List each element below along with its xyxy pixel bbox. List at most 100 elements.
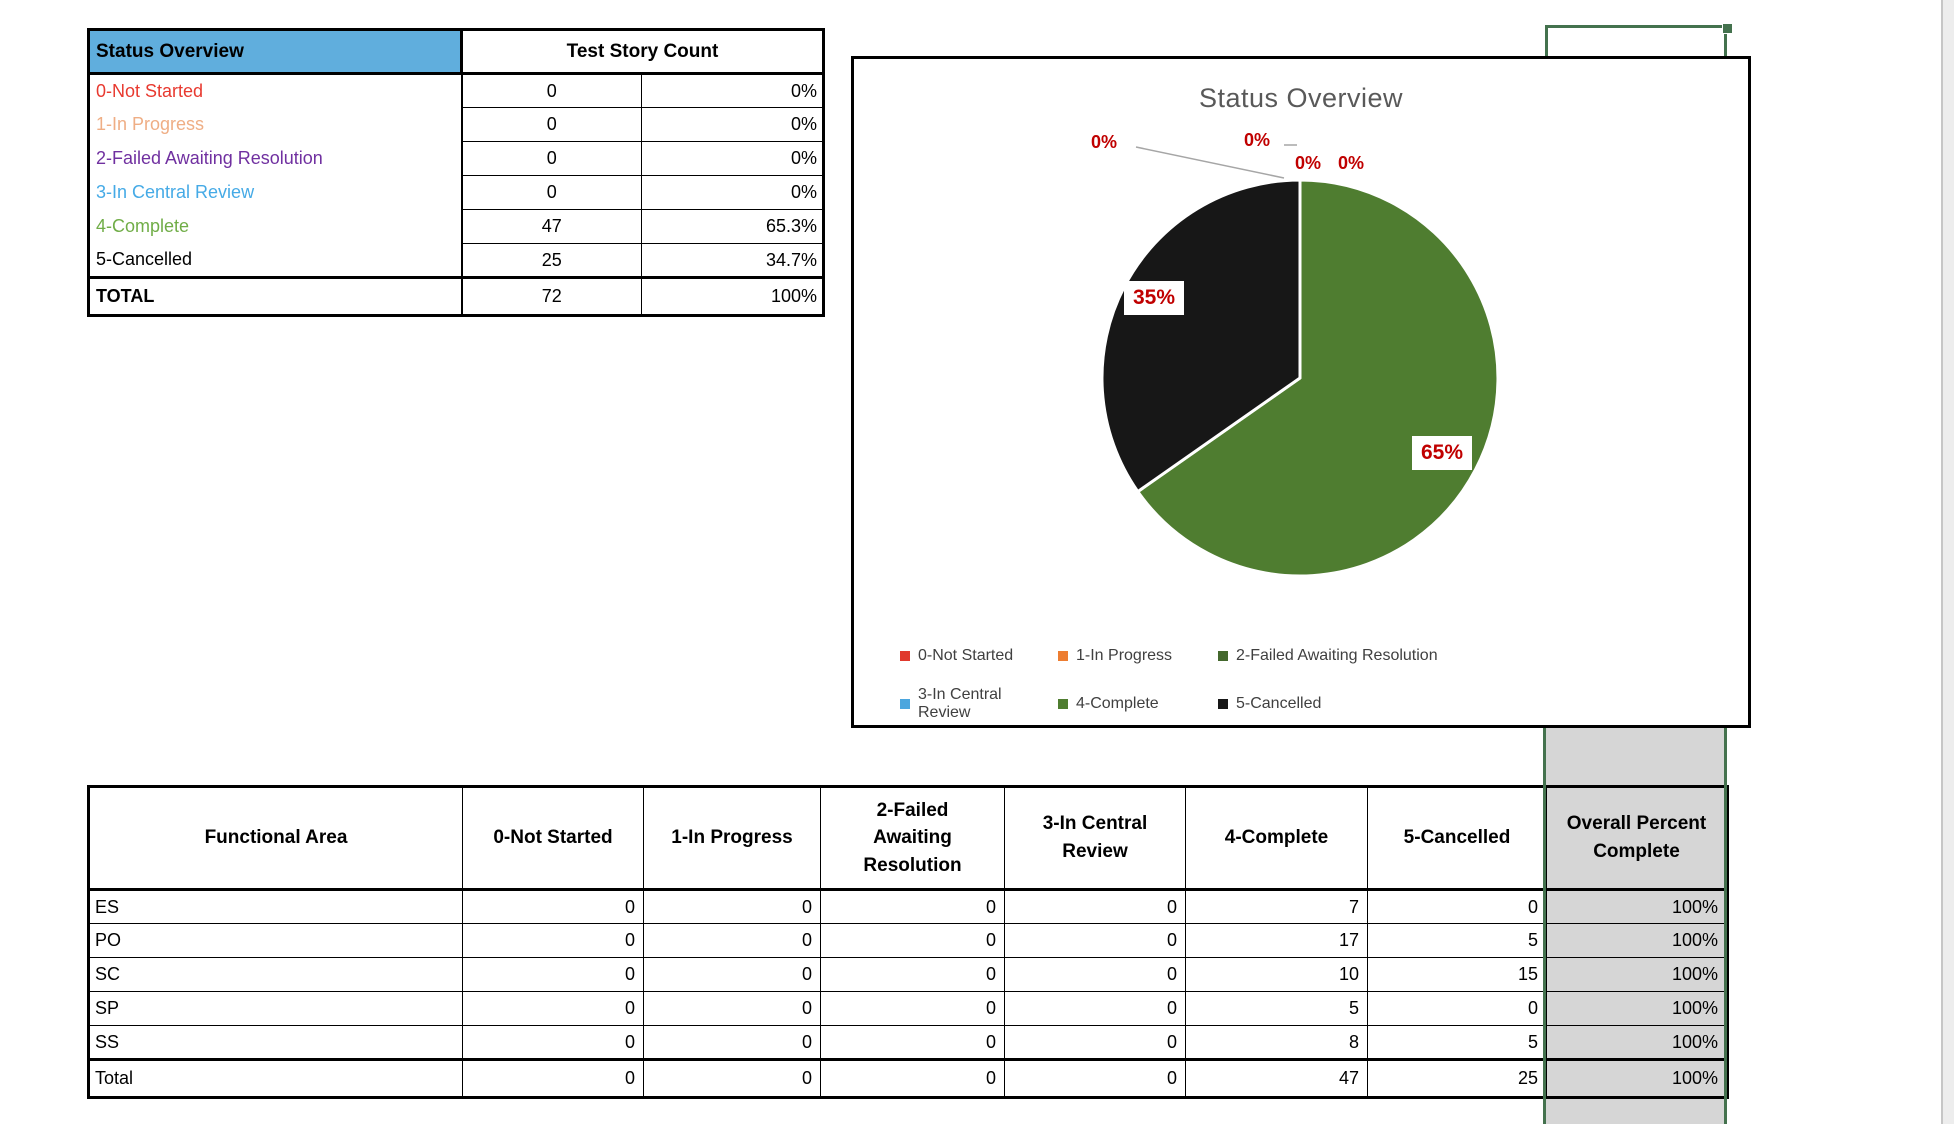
func-value-cell[interactable]: 5 — [1185, 991, 1368, 1026]
func-area-cell[interactable]: Total — [88, 1058, 463, 1099]
func-value-cell[interactable]: 0 — [1004, 1025, 1186, 1060]
func-value-cell[interactable]: 0 — [820, 889, 1005, 924]
func-value-cell[interactable]: 17 — [1185, 923, 1368, 958]
func-value-cell[interactable]: 0 — [820, 991, 1005, 1026]
status-overview-chart[interactable]: Status Overview 0% 0% 0% 0% 35% 65% 0-No… — [851, 56, 1751, 728]
func-overall-cell[interactable]: 100% — [1546, 923, 1728, 958]
chart-title[interactable]: Status Overview — [1198, 83, 1404, 113]
func-value-cell[interactable]: 0 — [1004, 957, 1186, 992]
status-label-cell[interactable]: 0-Not Started — [88, 73, 463, 108]
func-value-cell[interactable]: 0 — [462, 889, 644, 924]
func-overall-cell[interactable]: 100% — [1546, 991, 1728, 1026]
func-value-cell[interactable]: 0 — [643, 991, 821, 1026]
func-value-cell[interactable]: 5 — [1367, 1025, 1547, 1060]
status-pct-cell[interactable]: 65.3% — [641, 209, 824, 244]
func-header-0[interactable]: Functional Area — [88, 786, 463, 891]
legend-swatch-icon — [1218, 699, 1228, 709]
leader-line-0 — [1135, 146, 1285, 179]
func-value-cell[interactable]: 0 — [1004, 1058, 1186, 1099]
func-header-2[interactable]: 1-In Progress — [643, 786, 821, 891]
pie-chart-svg — [1100, 144, 1500, 578]
status-overview-table: Status Overview Test Story Count 0-Not S… — [87, 28, 825, 317]
status-pct-cell[interactable]: 0% — [641, 107, 824, 142]
func-header-6[interactable]: 5-Cancelled — [1367, 786, 1547, 891]
func-value-cell[interactable]: 0 — [820, 957, 1005, 992]
legend-item-1[interactable]: 1-In Progress — [1058, 647, 1218, 665]
legend-label: 4-Complete — [1076, 695, 1159, 712]
func-overall-cell[interactable]: 100% — [1546, 957, 1728, 992]
legend-item-5[interactable]: 5-Cancelled — [1218, 686, 1658, 722]
status-total-count-cell[interactable]: 72 — [461, 276, 642, 316]
status-count-cell[interactable]: 47 — [461, 209, 642, 244]
func-value-cell[interactable]: 0 — [820, 1025, 1005, 1060]
func-header-1[interactable]: 0-Not Started — [462, 786, 644, 891]
func-value-cell[interactable]: 0 — [462, 991, 644, 1026]
leader-lines — [1135, 144, 1297, 179]
status-total-pct-cell[interactable]: 100% — [641, 276, 824, 316]
func-value-cell[interactable]: 8 — [1185, 1025, 1368, 1060]
func-header-4[interactable]: 3-In Central Review — [1004, 786, 1186, 891]
active-cell[interactable] — [1545, 25, 1727, 61]
status-pct-cell[interactable]: 0% — [641, 175, 824, 210]
func-value-cell[interactable]: 47 — [1185, 1058, 1368, 1099]
legend-item-3[interactable]: 3-In Central Review — [900, 686, 1058, 722]
func-value-cell[interactable]: 0 — [1367, 991, 1547, 1026]
func-value-cell[interactable]: 25 — [1367, 1058, 1547, 1099]
func-value-cell[interactable]: 0 — [462, 1058, 644, 1099]
status-label-cell[interactable]: 5-Cancelled — [88, 243, 463, 278]
status-pct-cell[interactable]: 0% — [641, 141, 824, 176]
status-total-label-cell[interactable]: TOTAL — [88, 276, 463, 316]
func-value-cell[interactable]: 7 — [1185, 889, 1368, 924]
functional-table-body: ES 0 0 0 0 7 0 100% PO 0 0 0 0 17 5 100% SC 0 0 0 0 10 15 100% S… — [88, 889, 1728, 1099]
func-value-cell[interactable]: 0 — [820, 923, 1005, 958]
legend-item-4[interactable]: 4-Complete — [1058, 686, 1218, 722]
func-area-cell[interactable]: SP — [88, 991, 463, 1026]
func-header-5[interactable]: 4-Complete — [1185, 786, 1368, 891]
func-value-cell[interactable]: 0 — [1367, 889, 1547, 924]
vertical-scrollbar[interactable] — [1941, 0, 1954, 1124]
func-value-cell[interactable]: 0 — [643, 889, 821, 924]
legend-item-0[interactable]: 0-Not Started — [900, 647, 1058, 665]
func-value-cell[interactable]: 0 — [462, 923, 644, 958]
func-value-cell[interactable]: 0 — [643, 1058, 821, 1099]
func-value-cell[interactable]: 0 — [462, 957, 644, 992]
status-label-cell[interactable]: 4-Complete — [88, 209, 463, 244]
func-value-cell[interactable]: 0 — [1004, 991, 1186, 1026]
func-area-cell[interactable]: PO — [88, 923, 463, 958]
func-value-cell[interactable]: 15 — [1367, 957, 1547, 992]
func-value-cell[interactable]: 0 — [643, 923, 821, 958]
func-value-cell[interactable]: 5 — [1367, 923, 1547, 958]
func-value-cell[interactable]: 0 — [820, 1058, 1005, 1099]
legend-item-2[interactable]: 2-Failed Awaiting Resolution — [1218, 647, 1658, 665]
status-count-cell[interactable]: 0 — [461, 107, 642, 142]
func-value-cell[interactable]: 10 — [1185, 957, 1368, 992]
func-header-7[interactable]: Overall Percent Complete — [1546, 786, 1728, 891]
status-count-cell[interactable]: 0 — [461, 175, 642, 210]
func-area-cell[interactable]: SS — [88, 1025, 463, 1060]
func-overall-cell[interactable]: 100% — [1546, 889, 1728, 924]
status-label-cell[interactable]: 3-In Central Review — [88, 175, 463, 210]
status-pct-cell[interactable]: 34.7% — [641, 243, 824, 278]
status-label-cell[interactable]: 1-In Progress — [88, 107, 463, 142]
func-header-3[interactable]: 2-Failed Awaiting Resolution — [820, 786, 1005, 891]
func-overall-cell[interactable]: 100% — [1546, 1025, 1728, 1060]
status-overview-header-cell[interactable]: Status Overview — [88, 29, 463, 75]
func-area-cell[interactable]: SC — [88, 957, 463, 992]
pie-slice-4-Complete[interactable] — [1136, 178, 1500, 578]
func-overall-cell[interactable]: 100% — [1546, 1058, 1728, 1099]
func-total-row: Total 0 0 0 0 47 25 100% — [88, 1058, 1728, 1099]
status-count-cell[interactable]: 25 — [461, 243, 642, 278]
func-area-cell[interactable]: ES — [88, 889, 463, 924]
status-count-cell[interactable]: 0 — [461, 141, 642, 176]
func-value-cell[interactable]: 0 — [643, 1025, 821, 1060]
func-value-cell[interactable]: 0 — [1004, 923, 1186, 958]
func-value-cell[interactable]: 0 — [1004, 889, 1186, 924]
status-label-cell[interactable]: 2-Failed Awaiting Resolution — [88, 141, 463, 176]
selection-fill-handle[interactable] — [1722, 23, 1733, 34]
status-count-cell[interactable]: 0 — [461, 73, 642, 108]
func-value-cell[interactable]: 0 — [643, 957, 821, 992]
test-story-count-header-cell[interactable]: Test Story Count — [461, 29, 824, 75]
status-header-row: Status Overview Test Story Count — [88, 29, 824, 75]
func-value-cell[interactable]: 0 — [462, 1025, 644, 1060]
status-pct-cell[interactable]: 0% — [641, 73, 824, 108]
